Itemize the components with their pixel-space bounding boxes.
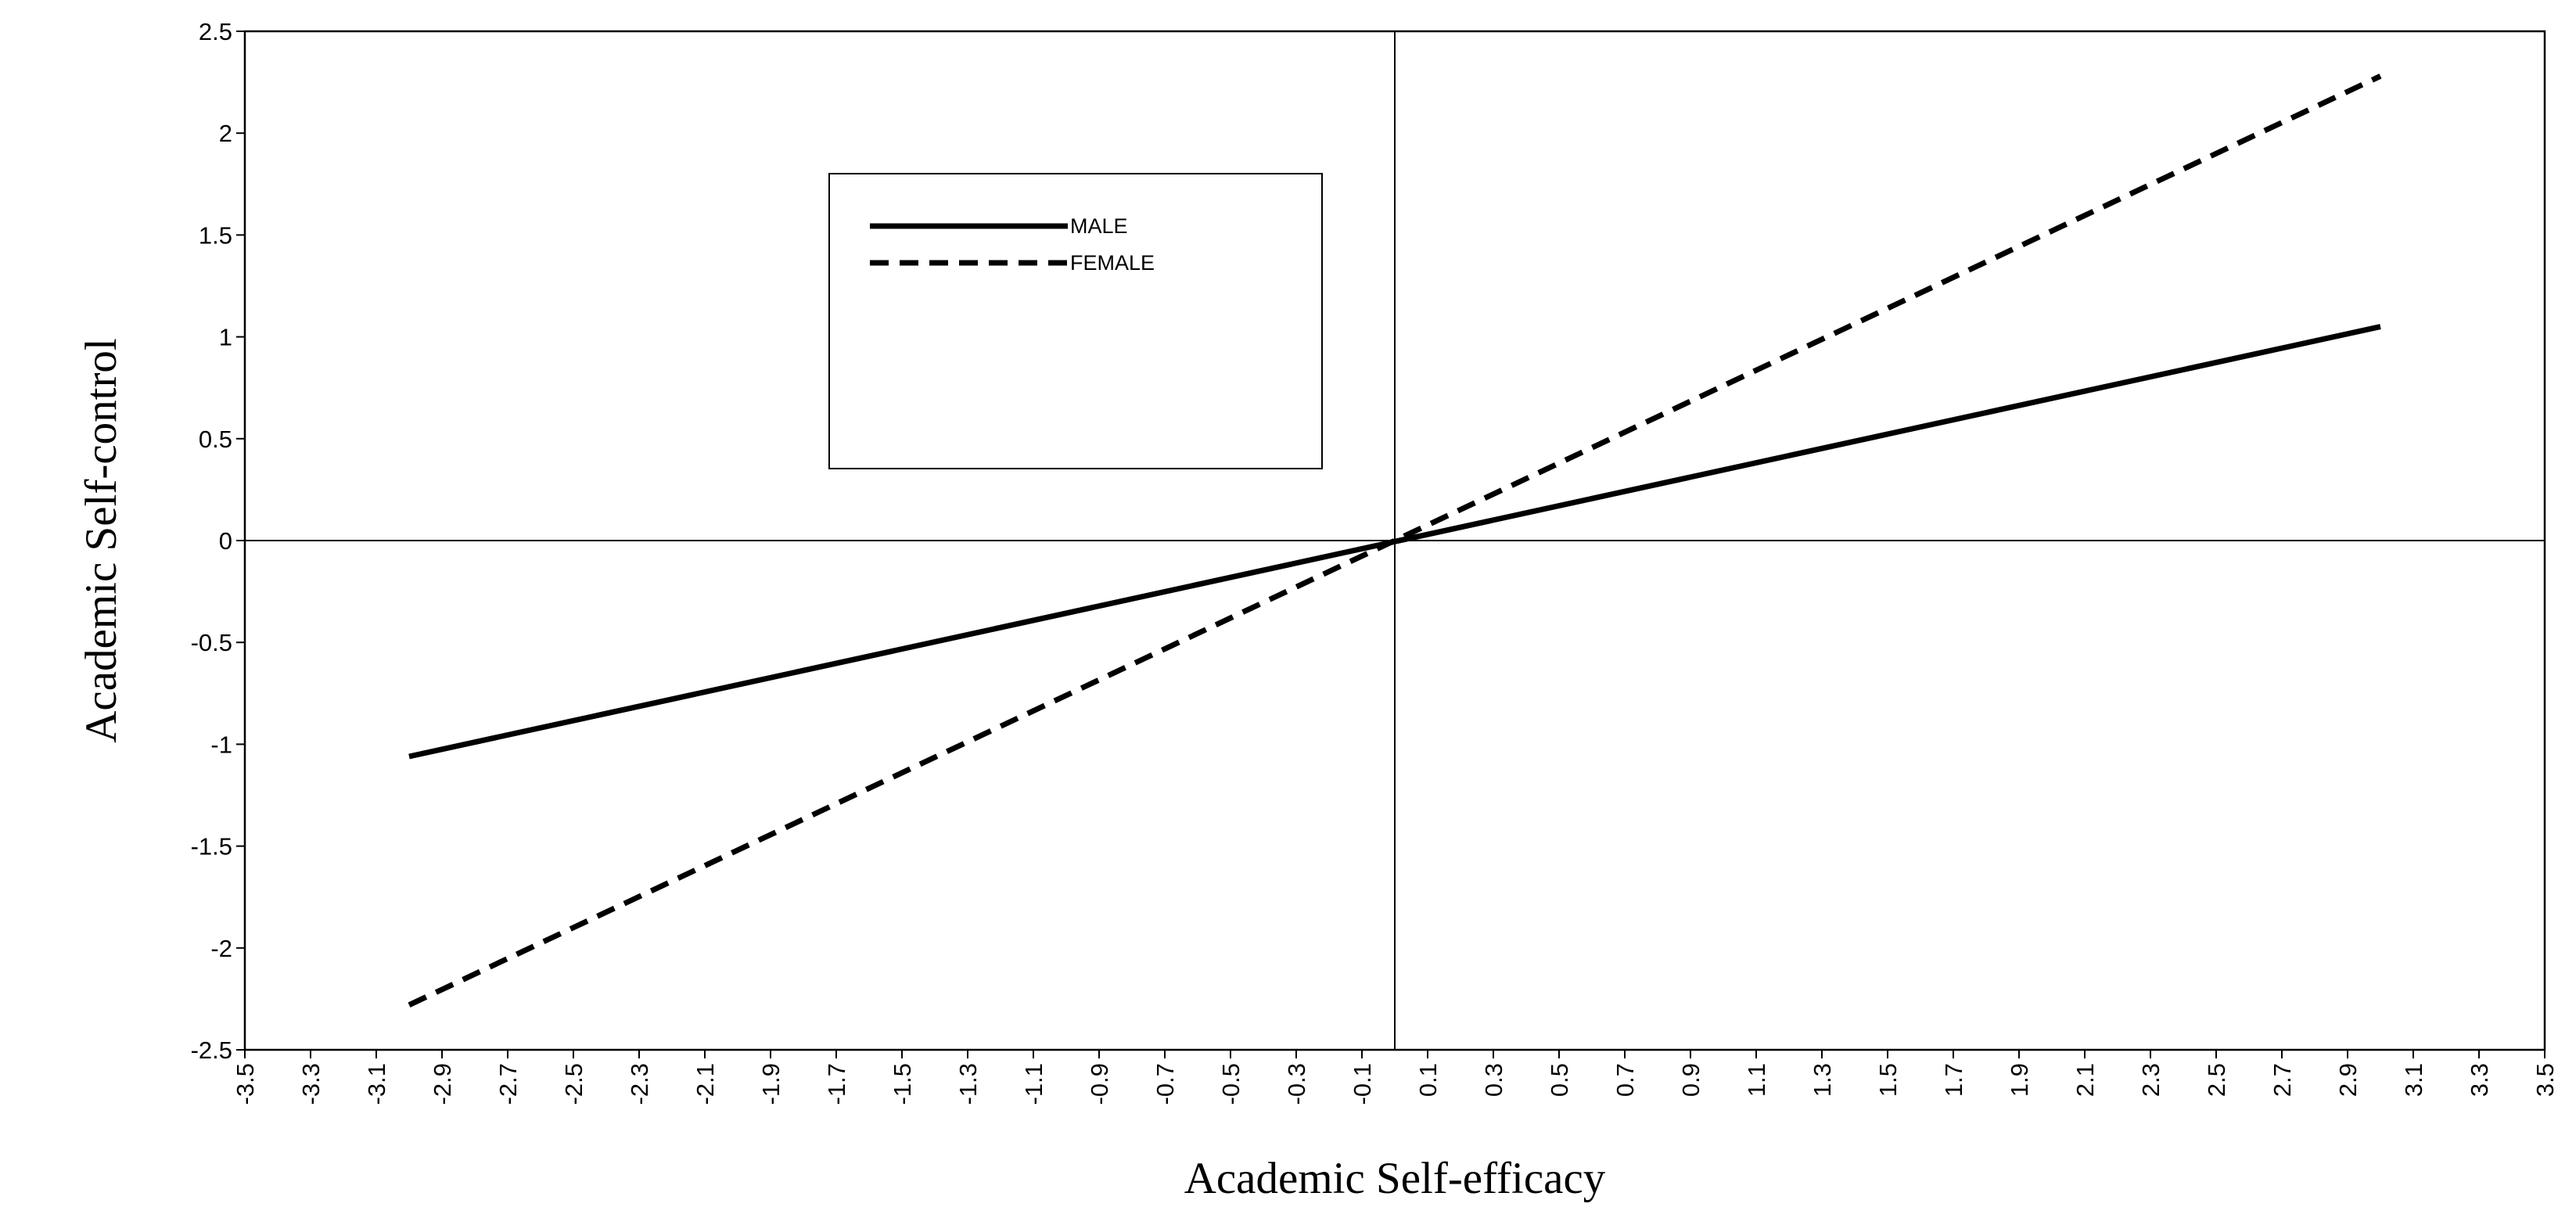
x-tick-label: -0.9 [1086, 1063, 1113, 1105]
legend-label-male: MALE [1070, 214, 1128, 238]
y-tick-label: 1 [219, 324, 232, 351]
x-tick-label: -0.5 [1217, 1063, 1245, 1105]
x-tick-label: 0.5 [1546, 1063, 1573, 1097]
y-axis: 2.5 2 1.5 1 0.5 0 -0.5 -1 -1.5 -2 -2.5 [191, 18, 245, 1064]
y-axis-title: Academic Self-control [77, 338, 126, 743]
x-tick-label: -1.3 [954, 1063, 982, 1105]
y-tick-label: 0 [219, 527, 232, 555]
y-tick-label: 2 [219, 120, 232, 147]
x-tick-label: 2.5 [2203, 1063, 2230, 1097]
x-tick-label: -2.5 [560, 1063, 587, 1105]
series-line-female [408, 74, 2382, 1008]
legend-label-female: FEMALE [1070, 251, 1155, 275]
x-tick-label: -3.5 [232, 1063, 259, 1105]
x-tick-label: -2.7 [494, 1063, 522, 1105]
x-tick-label: 0.9 [1677, 1063, 1705, 1097]
y-tick-label: -0.5 [191, 629, 232, 656]
x-axis-title: Academic Self-efficacy [1184, 1154, 1606, 1203]
x-tick-label: -0.1 [1349, 1063, 1376, 1105]
series-lines [408, 74, 2382, 1008]
x-tick-label: 0.1 [1414, 1063, 1442, 1097]
x-tick-label: -3.1 [363, 1063, 390, 1105]
y-tick-label: -2 [210, 935, 232, 962]
x-tick-label: -2.3 [626, 1063, 653, 1105]
x-tick-label: 3.5 [2531, 1063, 2559, 1097]
x-tick-label: 0.3 [1480, 1063, 1507, 1097]
x-tick-label: 3.1 [2400, 1063, 2427, 1097]
y-tick-label: 2.5 [199, 18, 232, 45]
x-tick-label: 1.7 [1940, 1063, 1967, 1097]
x-tick-label: 1.1 [1743, 1063, 1770, 1097]
x-axis: -3.5 -3.3 -3.1 -2.9 -2.7 -2.5 -2.3 -2.1 -1.9 -1.7… [232, 1050, 2559, 1105]
y-tick-label: -1.5 [191, 833, 232, 861]
x-tick-label: 1.5 [1874, 1063, 1902, 1097]
x-tick-label: 1.3 [1809, 1063, 1836, 1097]
x-tick-label: -3.3 [297, 1063, 325, 1105]
x-tick-label: -2.9 [429, 1063, 456, 1105]
x-tick-label: 3.3 [2466, 1063, 2493, 1097]
x-tick-label: -1.5 [889, 1063, 916, 1105]
x-tick-label: 2.9 [2334, 1063, 2362, 1097]
x-tick-label: 2.7 [2269, 1063, 2296, 1097]
y-tick-label: 0.5 [199, 426, 232, 453]
legend: MALE FEMALE [828, 173, 1323, 469]
x-tick-label: -1.1 [1020, 1063, 1047, 1105]
x-tick-label: 1.9 [2006, 1063, 2033, 1097]
y-tick-label: -2.5 [191, 1037, 232, 1064]
y-tick-label: -1 [210, 731, 232, 758]
x-tick-label: -0.3 [1283, 1063, 1310, 1105]
x-tick-label: 2.1 [2071, 1063, 2099, 1097]
series-line-male [408, 324, 2381, 760]
x-tick-label: 2.3 [2137, 1063, 2165, 1097]
x-tick-label: -1.7 [823, 1063, 850, 1105]
x-tick-label: 0.7 [1611, 1063, 1639, 1097]
x-tick-label: -1.9 [757, 1063, 785, 1105]
legend-box [828, 173, 1323, 469]
x-tick-label: -0.7 [1151, 1063, 1179, 1105]
y-tick-label: 1.5 [199, 221, 232, 249]
x-tick-label: -2.1 [692, 1063, 719, 1105]
